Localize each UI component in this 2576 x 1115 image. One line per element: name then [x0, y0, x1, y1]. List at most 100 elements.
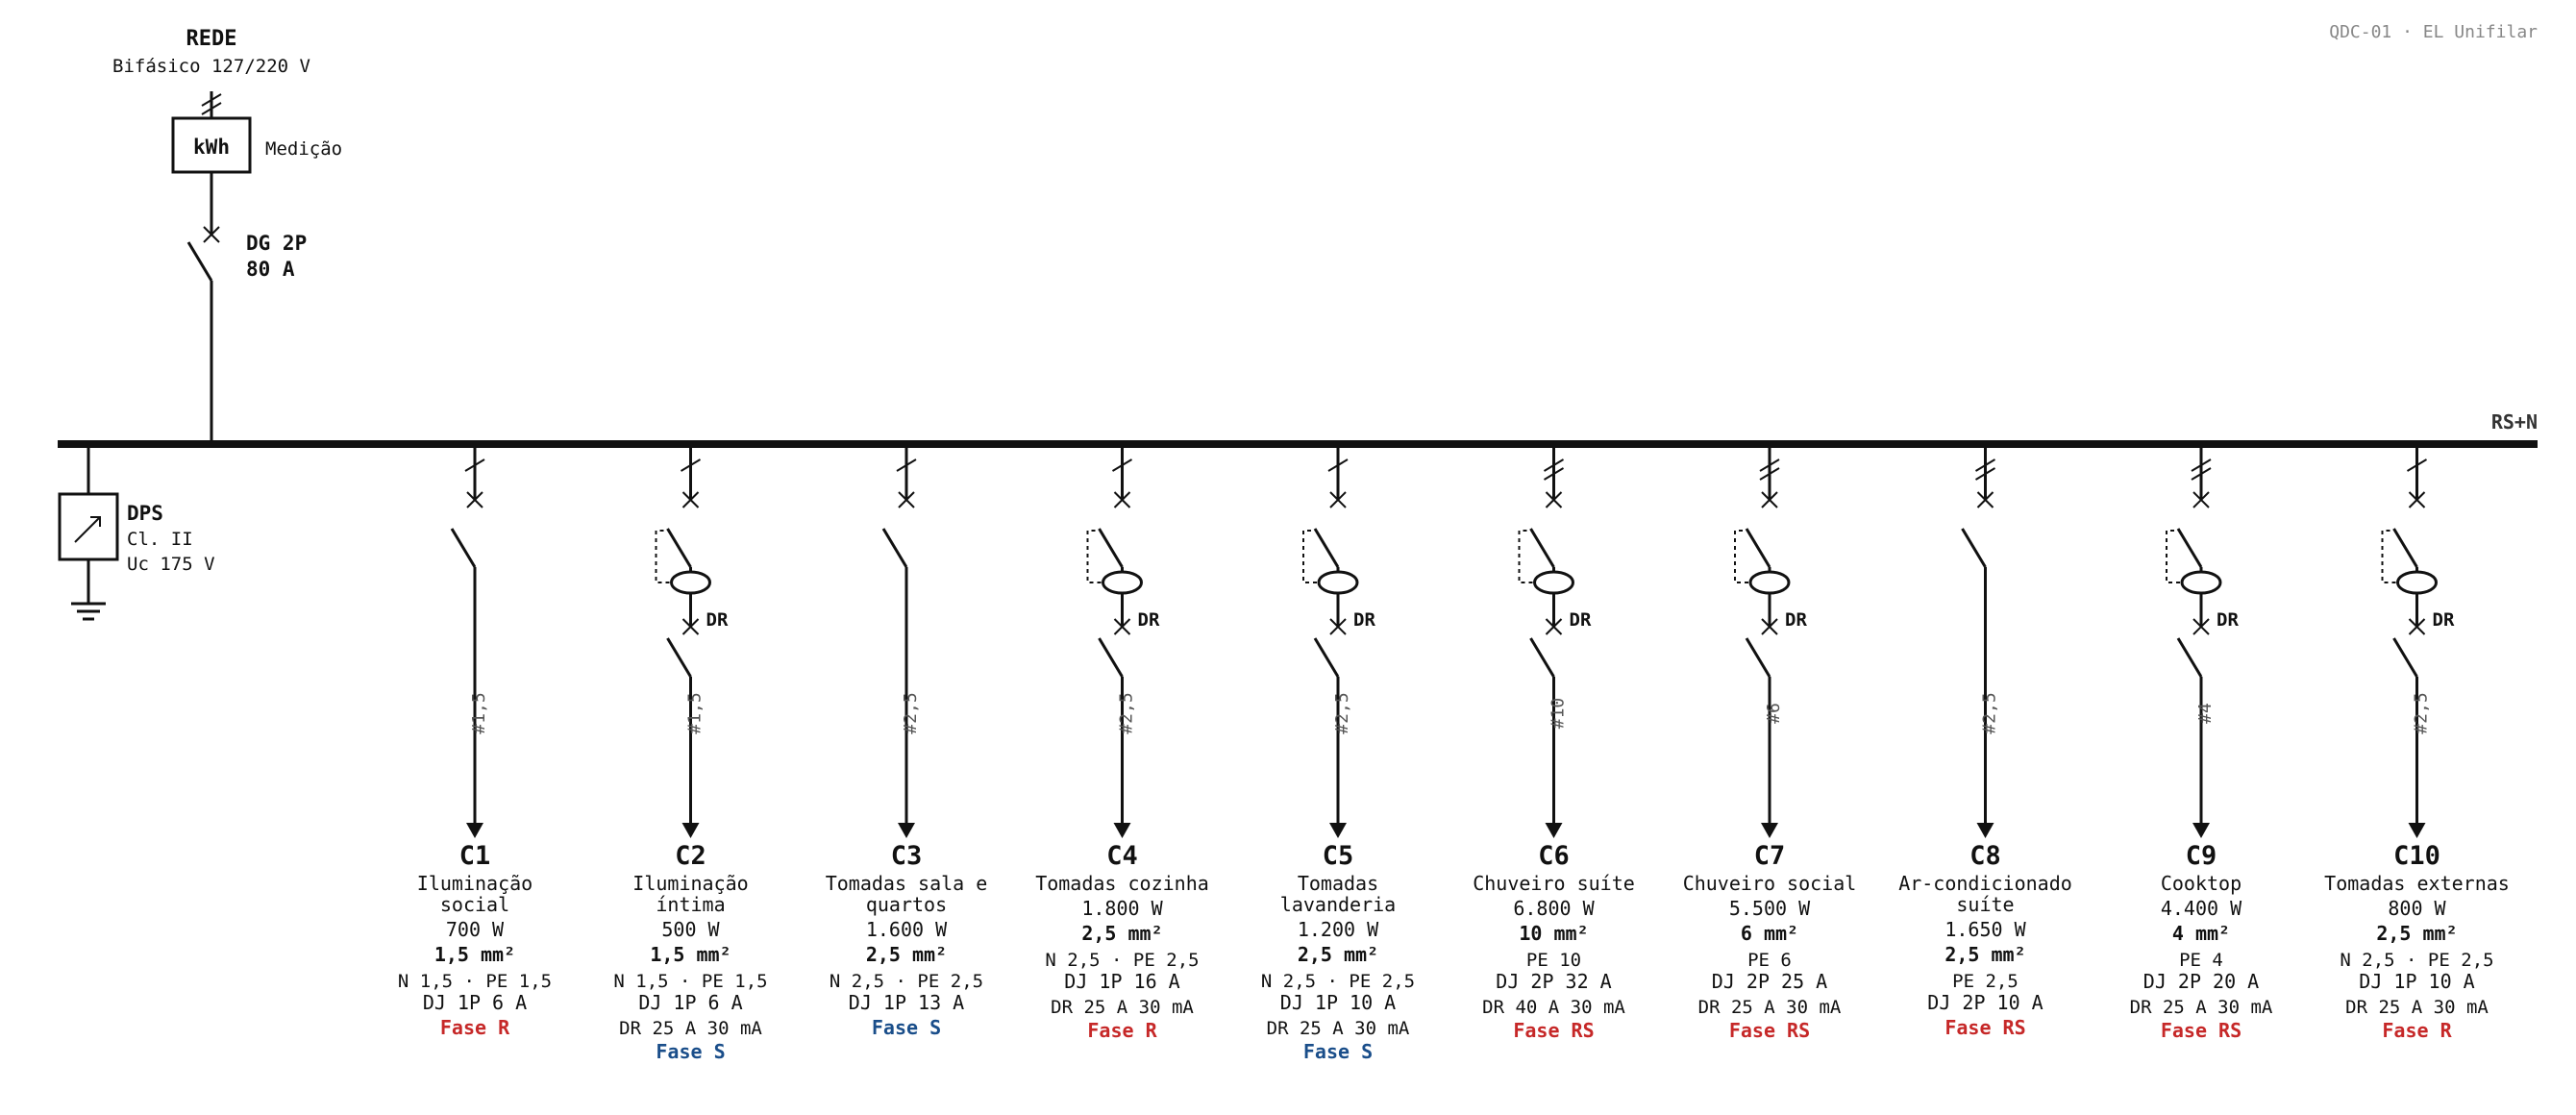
breaker-blade [2176, 528, 2203, 568]
conductor-gauge: #10 [1548, 698, 1569, 730]
dr-toroid-icon [2396, 570, 2438, 595]
conductor-gauge: #1,5 [469, 692, 489, 733]
dr-test-loop [655, 530, 670, 583]
circuit-description: Tomadas [1298, 872, 1378, 895]
phase-tick-mark [1111, 458, 1133, 472]
circuit-section: 1,5 mm² [434, 943, 515, 966]
circuit-description: Iluminação [632, 872, 748, 895]
circuit-phase: Fase R [440, 1016, 510, 1039]
dr-test-loop [2381, 530, 2396, 583]
breaker-cross-icon [1113, 491, 1131, 508]
circuit-phase: Fase RS [1944, 1016, 2025, 1039]
circuit-breaker: DJ 1P 6 A [638, 991, 742, 1014]
dr-blade [1529, 637, 1555, 678]
circuit-section: 6 mm² [1741, 922, 1798, 945]
load-arrow-icon [1113, 823, 1131, 838]
phase-tick-mark [2191, 467, 2212, 481]
circuit-phase: Fase RS [2161, 1019, 2242, 1042]
conductor-gauge: #6 [1764, 703, 1784, 724]
dr-blade [1313, 637, 1340, 678]
circuit-description: Ar-condicionado [1898, 872, 2072, 895]
phase-tick-mark [1543, 467, 1565, 481]
circuit-power: 6.800 W [1513, 897, 1595, 920]
circuit-breaker: DJ 2P 10 A [1927, 991, 2043, 1014]
load-arrow-icon [2192, 823, 2210, 838]
circuit-dr: DR 40 A 30 mA [1482, 997, 1625, 1018]
phase-tick-mark [201, 102, 222, 115]
energy-meter [171, 116, 252, 174]
circuit-conductors: PE 4 [2179, 950, 2223, 971]
circuit-description: Chuveiro suíte [1473, 872, 1635, 895]
circuit-power: 500 W [661, 918, 720, 941]
supply-subtitle: Bifásico 127/220 V [112, 56, 310, 77]
circuit-phase: Fase S [872, 1016, 941, 1039]
breaker-cross-icon [2408, 491, 2426, 508]
circuit-conductors: PE 10 [1526, 950, 1581, 971]
dr-test-loop [1086, 530, 1102, 583]
dr-blade [1098, 637, 1124, 678]
breaker-cross-icon [1545, 618, 1563, 635]
circuit-id: C2 [675, 841, 706, 871]
conductor-gauge: #4 [2195, 703, 2216, 724]
breaker-blade [666, 528, 692, 568]
circuit-power: 1.650 W [1944, 918, 2026, 941]
circuit-dr: DR 25 A 30 mA [2345, 997, 2489, 1018]
dr-toroid-icon [1533, 570, 1574, 595]
circuit-phase: Fase S [1303, 1040, 1373, 1063]
circuit-id: C3 [891, 841, 923, 871]
breaker-blade [1745, 528, 1771, 568]
breaker-cross-icon [466, 491, 483, 508]
dr-label: DR [1353, 609, 1375, 631]
load-arrow-icon [1545, 823, 1563, 838]
circuit-id: C7 [1754, 841, 1786, 871]
circuit-description: quartos [866, 893, 947, 916]
breaker-cross-icon [2192, 618, 2210, 635]
load-arrow-icon [681, 823, 700, 838]
breaker-cross-icon [203, 226, 220, 243]
dr-toroid-icon [1748, 570, 1791, 595]
circuit-description: íntima [656, 893, 725, 916]
breaker-cross-icon [1329, 618, 1347, 635]
circuit-section: 2,5 mm² [1081, 922, 1162, 945]
load-arrow-icon [1976, 823, 1994, 838]
circuit-description: Tomadas sala e [826, 872, 988, 895]
dr-label: DR [1785, 609, 1807, 631]
circuit-section: 2,5 mm² [1298, 943, 1378, 966]
dps-box [58, 492, 119, 561]
dr-label: DR [1138, 609, 1160, 631]
dr-label: DR [706, 609, 729, 631]
circuit-description: Iluminação [417, 872, 533, 895]
load-arrow-icon [466, 823, 483, 838]
breaker-blade [450, 528, 477, 568]
load-arrow-icon [1761, 823, 1778, 838]
circuit-conductors: N 2,5 · PE 2,5 [830, 971, 983, 992]
circuit-section: 4 mm² [2172, 922, 2230, 945]
circuit-section: 2,5 mm² [2376, 922, 2457, 945]
breaker-cross-icon [1545, 491, 1563, 508]
sheet-tag: QDC-01 · EL Unifilar [2329, 22, 2538, 42]
circuit-power: 700 W [446, 918, 505, 941]
phase-tick-mark [201, 93, 222, 107]
conductor-gauge: #2,5 [1980, 692, 2000, 733]
main-breaker-label: DG 2P [246, 232, 307, 255]
circuit-power: 1.800 W [1081, 897, 1163, 920]
load-arrow-icon [898, 823, 915, 838]
dr-test-loop [1518, 530, 1533, 583]
dps-class: Cl. II [127, 529, 193, 550]
supply-block: REDE Bifásico 127/220 V kWh Medição DG 2… [112, 27, 342, 444]
busbar-label: RS+N [2491, 410, 2538, 434]
load-arrow-icon [1329, 823, 1347, 838]
breaker-cross-icon [1329, 491, 1347, 508]
circuit-power: 5.500 W [1729, 897, 1811, 920]
dps-arrow-icon [74, 516, 101, 543]
conductor-gauge: #2,5 [901, 692, 921, 733]
dps-voltage: Uc 175 V [127, 554, 215, 575]
dr-test-loop [1302, 530, 1317, 583]
circuit-dr: DR 25 A 30 mA [1051, 997, 1194, 1018]
